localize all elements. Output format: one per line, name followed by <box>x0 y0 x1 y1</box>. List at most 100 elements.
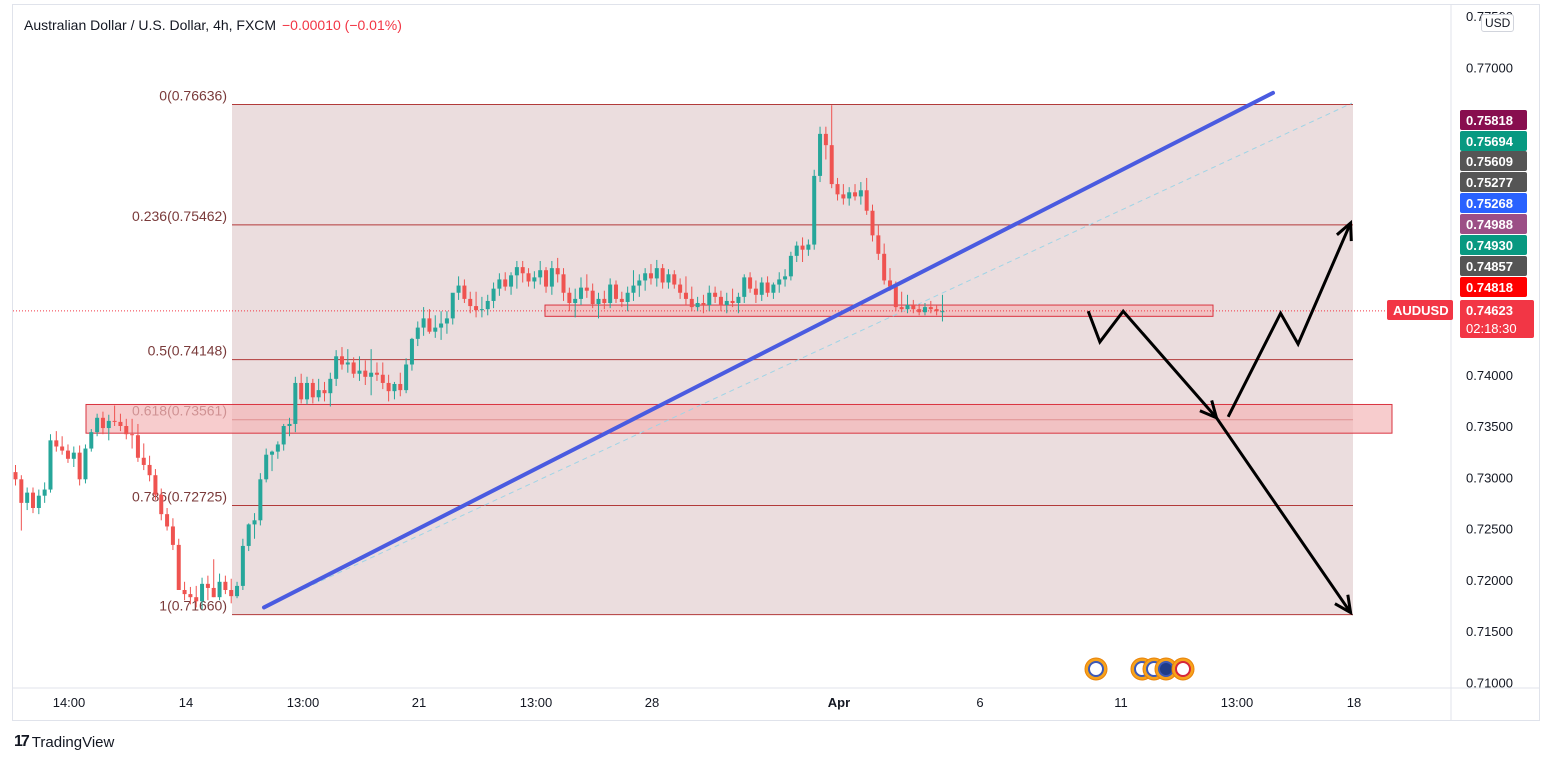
candle-body <box>65 450 70 459</box>
projection-arrowheads <box>1199 219 1353 616</box>
candle-body <box>200 583 205 602</box>
candle-body <box>439 323 444 328</box>
brand-name: TradingView <box>31 733 115 751</box>
candle-body <box>30 492 35 508</box>
time-axis[interactable]: 14:00 14 13:00 21 13:00 28 Apr 6 11 13:00 18 <box>53 695 1362 710</box>
candle-body <box>876 235 881 254</box>
candle-body <box>444 318 449 324</box>
candle-body <box>351 362 356 374</box>
candle-body <box>54 440 59 447</box>
economic-events[interactable] <box>1084 657 1195 681</box>
candle-body <box>520 267 525 274</box>
candle-body <box>42 489 47 496</box>
candle-body <box>293 382 298 424</box>
price-tag-box <box>1460 214 1527 234</box>
price-tag-value: 0.75277 <box>1466 175 1513 190</box>
candle-body <box>450 292 455 319</box>
price-tag-value: 0.75694 <box>1466 134 1514 149</box>
candle-body <box>246 524 251 546</box>
candle-body <box>281 426 286 445</box>
price-tag-value: 0.75268 <box>1466 196 1513 211</box>
time-axis-label: 28 <box>645 695 659 710</box>
trendline-dashed[interactable] <box>263 102 1353 608</box>
candle-body <box>730 300 735 303</box>
candle-body <box>468 298 473 307</box>
fib-level-label: 0(0.76636) <box>159 88 227 104</box>
candle-body <box>153 475 158 495</box>
symbol-tag-label: AUDUSD <box>1393 303 1449 318</box>
candle-body <box>713 292 718 297</box>
candle-body <box>579 287 584 299</box>
candle-body <box>823 133 828 146</box>
support-zones[interactable] <box>85 304 1393 434</box>
candle-body <box>345 362 350 365</box>
candle-body <box>514 267 519 276</box>
candle-body <box>95 417 100 433</box>
tradingview-logo-icon: 17 <box>14 733 30 750</box>
candle-body <box>724 300 729 306</box>
candle-body <box>433 327 438 332</box>
event-flag-inner <box>1088 661 1104 677</box>
price-tag-box <box>1460 256 1527 276</box>
candle-body <box>654 268 659 279</box>
candle-body <box>339 356 344 365</box>
candle-body <box>800 245 805 250</box>
price-tags: 0.75818 0.75694 0.75609 0.75277 0.75268 0.749… <box>1460 110 1527 297</box>
projection-path-up[interactable] <box>1226 222 1352 418</box>
candle-body <box>853 192 858 197</box>
candle-body <box>812 175 817 245</box>
time-axis-label: 14:00 <box>53 695 86 710</box>
candle-body <box>509 275 514 287</box>
price-tag-value: 0.74988 <box>1466 217 1513 232</box>
time-axis-label: 21 <box>412 695 426 710</box>
candle-body <box>771 284 776 293</box>
price-tag-value: 0.74818 <box>1466 280 1513 295</box>
candle-body <box>112 420 117 422</box>
time-axis-label: 18 <box>1347 695 1361 710</box>
candle-body <box>229 590 234 597</box>
tradingview-logo[interactable]: 17 TradingView <box>14 733 114 751</box>
fib-level-label: 1(0.71660) <box>159 598 227 614</box>
chart-title: Australian Dollar / U.S. Dollar, 4h, FXC… <box>24 17 402 33</box>
chart-frame <box>12 4 1540 721</box>
candle-body <box>707 292 712 306</box>
candle-body <box>124 426 129 435</box>
candlesticks <box>13 105 945 610</box>
price-axis[interactable]: 0.775000.770000.740000.735000.730000.725… <box>1466 9 1513 690</box>
candle-body <box>83 448 88 480</box>
candle-body <box>928 307 933 310</box>
current-price-value: 0.74623 <box>1466 303 1513 318</box>
candle-body <box>170 526 175 545</box>
candle-body <box>544 270 549 287</box>
candle-countdown: 02:18:30 <box>1466 321 1517 336</box>
candle-body <box>917 309 922 313</box>
candle-body <box>666 274 671 283</box>
candle-body <box>619 298 624 302</box>
event-flag-inner <box>1175 661 1191 677</box>
candle-body <box>223 581 228 590</box>
candle-body <box>648 273 653 279</box>
candle-body <box>777 279 782 285</box>
candle-body <box>316 390 321 398</box>
currency-button[interactable]: USD <box>1481 14 1515 32</box>
trendline[interactable] <box>262 90 1275 610</box>
fib-level-label: 0.786(0.72725) <box>132 488 227 504</box>
candle-body <box>742 277 747 297</box>
symbol-title: Australian Dollar / U.S. Dollar, 4h, FXC… <box>24 17 277 33</box>
projection-path-down[interactable] <box>1086 308 1352 614</box>
candle-body <box>130 434 135 436</box>
candle-body <box>392 383 397 392</box>
fibonacci-retracement[interactable]: 0(0.76636)0.236(0.75462)0.5(0.74148)0.61… <box>132 88 1353 616</box>
candle-body <box>637 280 642 286</box>
candle-body <box>305 382 309 400</box>
candle-body <box>188 594 193 598</box>
price-axis-label: 0.73000 <box>1466 470 1513 485</box>
candle-body <box>398 383 403 391</box>
candle-body <box>526 273 531 282</box>
candle-body <box>934 309 939 312</box>
candle-body <box>549 268 554 287</box>
candle-body <box>689 298 694 308</box>
candle-body <box>899 307 904 310</box>
candle-body <box>596 298 601 305</box>
